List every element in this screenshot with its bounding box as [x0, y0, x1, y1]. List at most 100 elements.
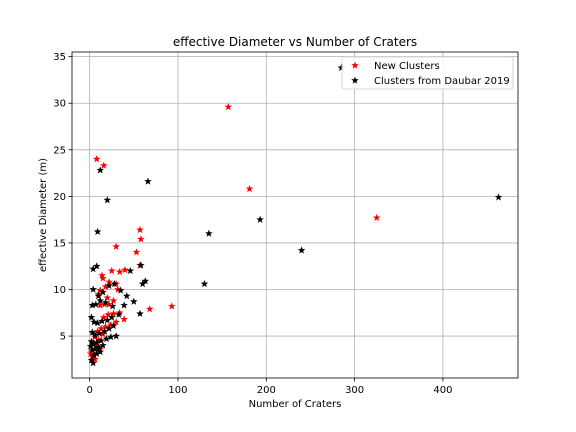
data-point [120, 315, 128, 323]
y-tick-label: 15 [53, 238, 66, 249]
x-tick-label: 100 [168, 385, 187, 396]
data-point [102, 334, 111, 343]
data-point [121, 265, 129, 274]
x-axis-label: Number of Craters [249, 399, 342, 410]
series-0 [86, 102, 381, 363]
data-point [138, 279, 147, 288]
data-point [256, 215, 264, 223]
data-point [90, 351, 98, 359]
data-point [107, 313, 116, 321]
data-point [99, 161, 108, 169]
series-1 [86, 63, 503, 367]
data-point [107, 332, 115, 341]
data-point [105, 281, 113, 290]
data-point [92, 338, 101, 346]
legend-marker-daubar-clusters [351, 76, 359, 84]
data-point [100, 327, 109, 335]
data-point [136, 309, 144, 317]
data-point [245, 184, 254, 193]
data-point [97, 324, 105, 332]
data-point [372, 213, 381, 222]
data-point [96, 296, 105, 304]
data-point [103, 196, 112, 204]
data-point [109, 296, 118, 304]
data-point [99, 313, 108, 321]
data-point [116, 286, 125, 294]
data-point [112, 332, 120, 340]
legend-marker-new-clusters [351, 61, 359, 69]
data-point [297, 246, 306, 254]
data-point [86, 342, 95, 350]
data-point [99, 341, 107, 349]
data-point [89, 359, 98, 367]
data-point [88, 301, 97, 309]
data-point [137, 235, 145, 243]
data-point [87, 337, 96, 345]
data-point [98, 317, 106, 325]
data-point [224, 102, 233, 111]
legend: New Clusters Clusters from Daubar 2019 [341, 56, 514, 90]
data-point [92, 300, 100, 308]
data-point [101, 298, 110, 306]
plot-area-frame [71, 51, 519, 379]
data-point [96, 166, 105, 174]
x-tick-label: 400 [433, 385, 452, 396]
y-tick-label: 25 [53, 145, 66, 156]
data-point [103, 293, 112, 302]
data-point [110, 279, 119, 288]
data-point [89, 285, 98, 293]
y-tick-label: 35 [53, 52, 66, 63]
data-point [129, 297, 138, 305]
data-point [114, 310, 123, 318]
data-point [137, 261, 145, 269]
x-tick-label: 200 [257, 385, 276, 396]
legend-label-new-clusters: New Clusters [374, 61, 440, 72]
data-point [93, 346, 102, 354]
legend-box [341, 56, 514, 90]
data-points [86, 63, 503, 367]
data-point [120, 301, 128, 309]
data-point [104, 310, 113, 318]
data-point [136, 225, 144, 234]
data-point [200, 279, 209, 288]
data-point [107, 266, 116, 275]
y-axis-ticks: 5 10 15 20 25 30 35 [53, 52, 72, 343]
data-point [145, 305, 154, 313]
data-point [144, 177, 152, 185]
grid-lines [72, 52, 518, 378]
data-point [99, 288, 107, 296]
x-tick-label: 0 [86, 385, 92, 396]
data-point [99, 274, 107, 282]
legend-star [351, 61, 359, 69]
legend-label-daubar-clusters: Clusters from Daubar 2019 [374, 76, 510, 87]
data-point [205, 229, 213, 237]
x-tick-label: 300 [345, 385, 364, 396]
chart-title: effective Diameter vs Number of Craters [173, 35, 417, 49]
data-point [101, 322, 110, 331]
data-point [87, 313, 96, 321]
data-point [105, 324, 113, 332]
data-point [108, 302, 117, 310]
y-axis-label: effective Diameter (m) [38, 158, 49, 272]
data-point [103, 316, 112, 324]
data-point [90, 318, 98, 326]
x-axis-ticks: 0 100 200 300 400 [86, 378, 452, 396]
data-point [89, 264, 98, 273]
data-point [93, 227, 102, 236]
y-tick-label: 5 [60, 332, 66, 343]
data-point [126, 266, 135, 275]
y-tick-label: 20 [53, 192, 66, 203]
data-point [132, 248, 141, 256]
legend-star [351, 76, 359, 84]
data-point [112, 318, 120, 326]
data-point [109, 321, 118, 330]
data-point [167, 302, 176, 310]
data-point [494, 193, 503, 201]
data-point [115, 267, 124, 276]
data-point [95, 329, 104, 337]
data-point [109, 309, 118, 317]
data-point [92, 262, 101, 270]
data-point [122, 291, 131, 300]
data-point [112, 242, 120, 250]
